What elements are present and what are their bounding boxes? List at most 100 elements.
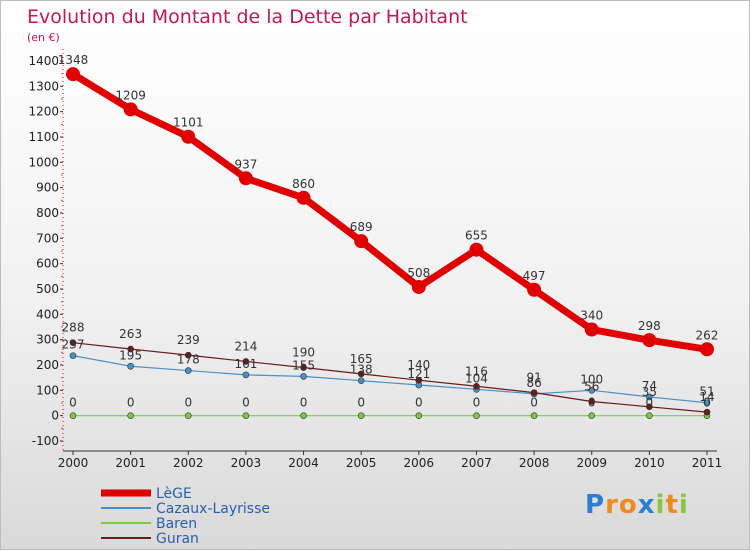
series-point-0 xyxy=(238,171,253,186)
series-point-0 xyxy=(469,242,484,257)
y-tick-label: 600 xyxy=(36,257,59,271)
unit-label: (en €) xyxy=(27,31,60,44)
series-point-1 xyxy=(242,371,250,379)
data-label-0: 298 xyxy=(638,319,661,333)
y-tick-label: -100 xyxy=(32,434,59,448)
series-point-1 xyxy=(703,399,711,407)
logo-letter: i xyxy=(678,490,689,520)
series-point-3 xyxy=(357,370,365,378)
series-point-2 xyxy=(588,412,596,419)
data-label-3: 214 xyxy=(234,339,257,353)
y-tick-label: 0 xyxy=(51,409,59,423)
series-point-3 xyxy=(530,389,538,396)
series-point-3 xyxy=(646,403,653,411)
logo-letter: t xyxy=(665,490,679,520)
data-label-1: 237 xyxy=(62,338,85,352)
series xyxy=(66,67,714,419)
series-point-3 xyxy=(127,345,134,353)
series-point-0 xyxy=(296,190,311,205)
data-label-3: 239 xyxy=(177,333,200,347)
data-label-2: 0 xyxy=(69,396,77,410)
series-point-0 xyxy=(123,102,138,117)
x-tick-label: 2003 xyxy=(231,456,262,470)
y-tick-label: 1200 xyxy=(28,105,59,119)
logo-letter: P xyxy=(585,490,606,520)
series-line-0 xyxy=(71,71,708,353)
data-label-1: 74 xyxy=(642,379,657,393)
proxiti-logo: Proxiti xyxy=(585,490,689,520)
data-label-0: 1348 xyxy=(58,53,89,67)
data-label-2: 0 xyxy=(415,396,423,410)
x-tick-label: 2006 xyxy=(404,456,435,470)
x-tick-label: 2011 xyxy=(692,456,723,470)
series-point-3 xyxy=(242,358,250,365)
y-tick-label: 100 xyxy=(36,383,59,397)
x-tick-label: 2001 xyxy=(115,456,146,470)
data-label-2: 0 xyxy=(300,396,308,410)
series-point-1 xyxy=(646,393,653,401)
data-label-2: 0 xyxy=(473,396,481,410)
series-point-1 xyxy=(184,367,192,374)
data-label-1: 161 xyxy=(234,357,257,371)
data-label-1: 100 xyxy=(580,372,603,386)
data-label-0: 655 xyxy=(465,229,488,243)
series-point-2 xyxy=(127,412,134,419)
series-point-0 xyxy=(584,322,599,337)
logo-letter: o xyxy=(618,490,638,520)
x-tick-label: 2000 xyxy=(58,456,89,470)
x-tick-label: 2010 xyxy=(634,456,665,470)
series-line-3 xyxy=(72,342,708,413)
y-tick-label: 1300 xyxy=(28,79,59,93)
x-tick-label: 2007 xyxy=(461,456,492,470)
data-label-3: 91 xyxy=(526,371,541,385)
series-point-3 xyxy=(69,339,77,347)
series-point-0 xyxy=(66,67,80,82)
series-point-2 xyxy=(69,412,77,419)
series-point-3 xyxy=(184,351,192,359)
series-point-3 xyxy=(588,398,596,405)
data-label-3: 56 xyxy=(584,379,599,393)
series-point-2 xyxy=(300,412,307,419)
data-label-3: 263 xyxy=(119,327,142,341)
data-label-3: 140 xyxy=(407,358,430,372)
y-tick-label: 400 xyxy=(36,307,59,321)
data-label-0: 860 xyxy=(292,177,315,191)
data-label-2: 0 xyxy=(242,396,250,410)
series-point-2 xyxy=(415,412,423,419)
y-tick-label: 1000 xyxy=(28,155,59,169)
x-tick-label: 2004 xyxy=(288,456,319,470)
series-point-0 xyxy=(642,333,657,348)
data-label-0: 689 xyxy=(350,220,373,234)
data-label-2: 0 xyxy=(184,396,192,410)
y-tick-label: 900 xyxy=(36,181,59,195)
series-point-1 xyxy=(127,362,134,370)
logo-letter: i xyxy=(655,490,666,520)
series-point-2 xyxy=(646,412,653,419)
data-label-2: 0 xyxy=(127,396,135,410)
data-label-0: 937 xyxy=(234,157,257,171)
series-line-1 xyxy=(72,355,708,404)
y-tick-label: 500 xyxy=(36,282,59,296)
y-tick-label: 800 xyxy=(36,206,59,220)
data-label-1: 86 xyxy=(526,376,541,390)
series-point-0 xyxy=(354,234,369,249)
data-label-0: 340 xyxy=(580,309,603,323)
series-point-1 xyxy=(357,377,365,385)
y-tick-label: 200 xyxy=(36,358,59,372)
y-tick-label: 300 xyxy=(36,333,59,347)
x-tick-label: 2005 xyxy=(346,456,377,470)
series-point-3 xyxy=(703,408,711,416)
data-label-3: 190 xyxy=(292,346,315,360)
x-tick-label: 2008 xyxy=(519,456,550,470)
legend-label-1: Cazaux-Layrisse xyxy=(156,501,270,517)
data-label-1: 155 xyxy=(292,358,315,372)
data-labels: 0 0 0 0 0 0 0 0 0 0 0 0 237 195 178 161 155 138 121 104 86 10… xyxy=(58,53,719,409)
series-point-0 xyxy=(527,282,542,297)
data-label-3: 116 xyxy=(465,364,488,378)
legend-label-0: LèGE xyxy=(156,486,192,502)
data-label-2: 0 xyxy=(646,396,654,410)
series-point-1 xyxy=(300,373,307,380)
